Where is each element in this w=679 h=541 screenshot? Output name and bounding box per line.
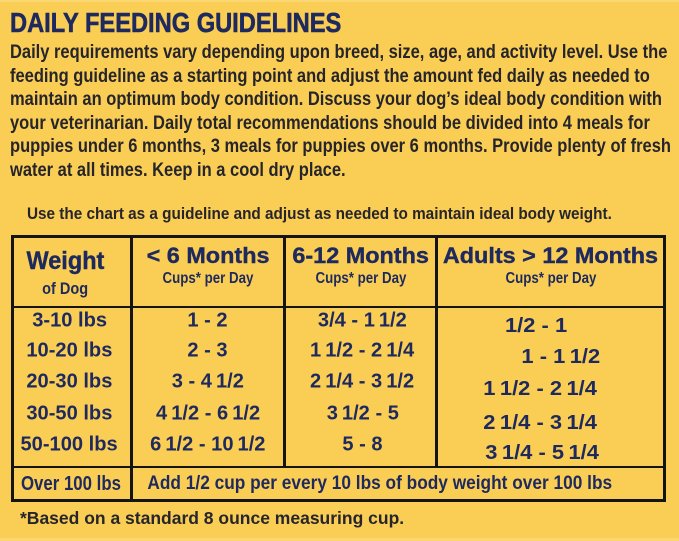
header-row: Weight of Dog < 6 Months Cups* per Day 6…	[12, 236, 665, 308]
adults-cell: 1/2 - 1	[435, 306, 665, 338]
over-100-note-cell: Add 1/2 cup per every 10 lbs of body wei…	[130, 465, 665, 501]
intro-line: feeding guideline as a starting point an…	[10, 64, 650, 87]
adults-cell: 3 1/4 - 5 1/4	[435, 431, 665, 464]
intro-line: your veterinarian. Daily total recommend…	[10, 111, 650, 134]
weight-cell: Over 100 lbs	[12, 465, 132, 501]
column-title: 6-12 Months	[292, 243, 429, 269]
6-12-months-cell: 1 1/2 - 2 1/4	[283, 337, 437, 369]
weight-cell: 30-50 lbs	[26, 401, 113, 425]
6-12-months-cell: 2 1/4 - 3 1/2	[283, 368, 437, 401]
table-row: 30-50 lbs 4 1/2 - 6 1/2 3 1/2 - 5 2 1/4 …	[13, 400, 665, 434]
adults-cell: 1 - 1 1/2	[435, 337, 665, 369]
footnote: *Based on a standard 8 ounce measuring c…	[20, 508, 405, 528]
label-bottom-edge	[0, 538, 679, 541]
under-6-months-cell: 2 - 3	[130, 337, 285, 369]
intro-paragraph: Daily requirements vary depending upon b…	[10, 41, 679, 182]
column-title: < 6 Months	[146, 243, 270, 269]
6-12-months-cell: 3/4 - 1 1/2	[283, 306, 437, 338]
feeding-chart-table: Weight of Dog < 6 Months Cups* per Day 6…	[11, 235, 666, 503]
intro-line: puppies under 6 months, 3 meals for pupp…	[10, 135, 671, 157]
column-header-6-12-months: 6-12 Months Cups* per Day	[283, 236, 437, 308]
column-title: Adults > 12 Months	[442, 243, 659, 269]
6-12-months-cell: 5 - 8	[283, 431, 437, 463]
table-row-over-100: Over 100 lbs Add 1/2 cup per every 10 lb…	[12, 465, 665, 501]
table-row: 3-10 lbs 1 - 2 3/4 - 1 1/2 1/2 - 1	[13, 306, 665, 338]
weight-cell: 20-30 lbs	[26, 369, 113, 393]
weight-cell: 3-10 lbs	[32, 308, 107, 332]
column-header-adults: Adults > 12 Months Cups* per Day	[435, 236, 665, 308]
column-title: Weight	[26, 246, 104, 275]
6-12-months-cell: 3 1/2 - 5	[283, 400, 437, 432]
weight-cell: 50-100 lbs	[20, 432, 119, 456]
intro-line: maintain an optimum body condition. Disc…	[10, 88, 662, 110]
under-6-months-cell: 6 1/2 - 10 1/2	[130, 431, 285, 463]
usage-note: Use the chart as a guideline and adjust …	[27, 204, 612, 223]
column-subtitle: Cups* per Day	[315, 269, 406, 287]
adults-cell: 1 1/2 - 2 1/4	[435, 368, 665, 400]
under-6-months-cell: 4 1/2 - 6 1/2	[130, 400, 285, 432]
adults-cell: 2 1/4 - 3 1/4	[435, 400, 665, 434]
intro-line: water at all times. Keep in a cool dry p…	[10, 158, 346, 181]
column-header-under-6-months: < 6 Months Cups* per Day	[130, 236, 285, 308]
intro-line: Daily requirements vary depending upon b…	[10, 41, 668, 63]
page-title: DAILY FEEDING GUIDELINES	[9, 6, 341, 38]
column-subtitle: Cups* per Day	[162, 269, 254, 287]
table-row: 20-30 lbs 3 - 4 1/2 2 1/4 - 3 1/2 1 1/2 …	[13, 368, 665, 401]
column-header-weight: Weight of Dog	[12, 236, 132, 308]
spacer-cell	[130, 462, 285, 467]
under-6-months-cell: 3 - 4 1/2	[130, 368, 285, 401]
table-row: 50-100 lbs 6 1/2 - 10 1/2 5 - 8 3 1/4 - …	[13, 431, 665, 464]
table-row: 10-20 lbs 2 - 3 1 1/2 - 2 1/4 1 - 1 1/2	[13, 337, 665, 369]
weight-cell: 10-20 lbs	[26, 338, 113, 362]
spacer-cell	[435, 462, 665, 467]
column-subtitle: of Dog	[42, 279, 88, 298]
label-top-edge	[0, 0, 679, 2]
under-6-months-cell: 1 - 2	[130, 306, 285, 338]
column-subtitle: Cups* per Day	[505, 269, 596, 287]
spacer-row	[13, 462, 665, 467]
spacer-cell	[283, 462, 437, 467]
